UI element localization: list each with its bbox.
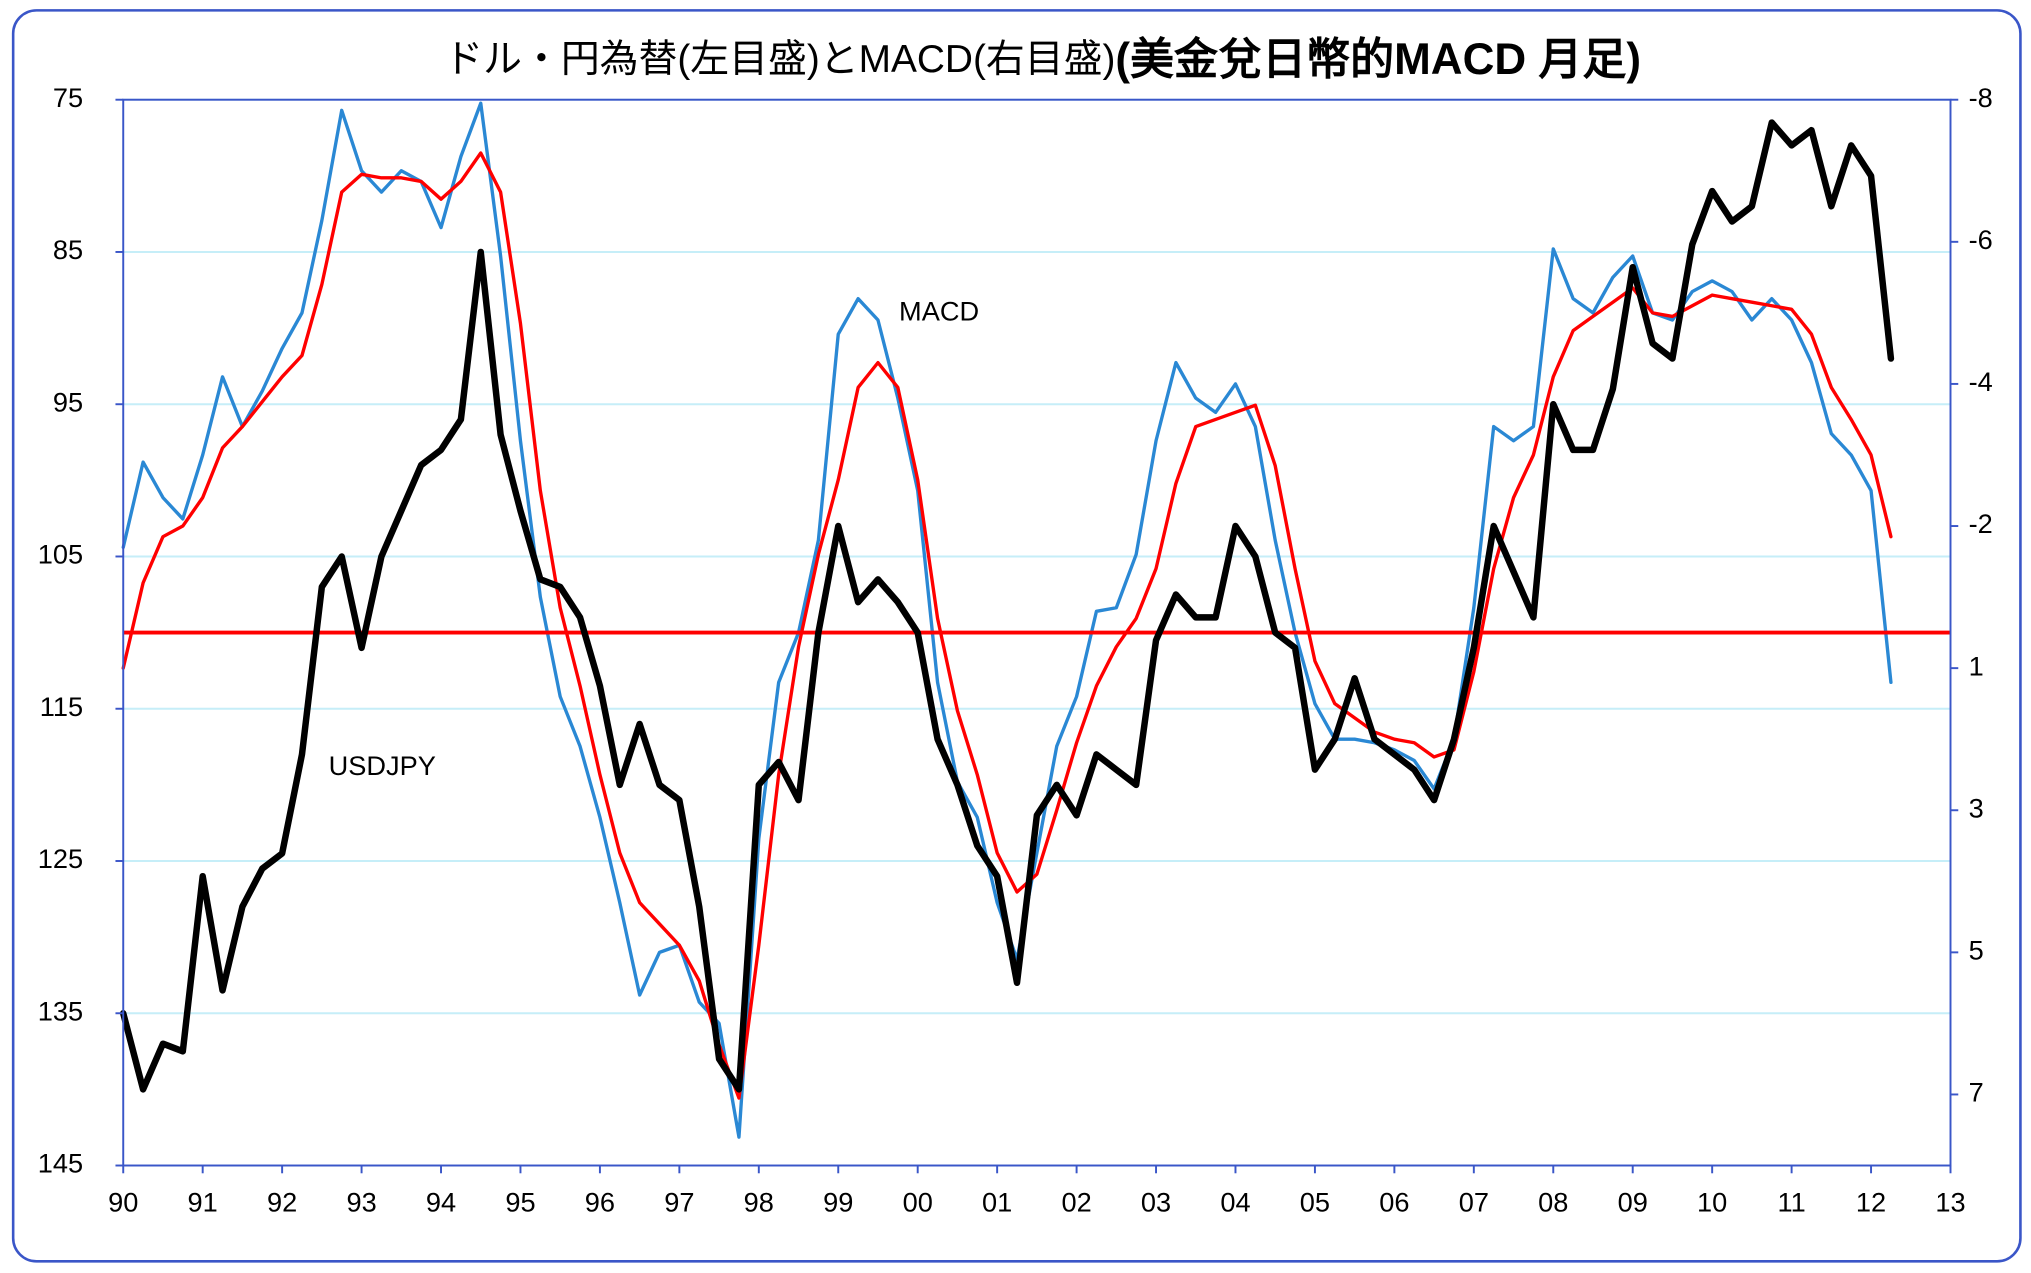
x-tick-label: 00: [903, 1187, 933, 1218]
x-tick-label: 05: [1300, 1187, 1330, 1218]
x-tick-label: 09: [1618, 1187, 1648, 1218]
x-tick-label: 98: [744, 1187, 774, 1218]
x-tick-label: 08: [1538, 1187, 1568, 1218]
y-tick-label: 75: [53, 82, 83, 113]
subtitle: (美金兌日幣的MACD 月足): [1115, 35, 1641, 84]
x-tick-label: 10: [1697, 1187, 1727, 1218]
y-series: [119, 119, 1895, 1093]
annotation: USDJPY: [329, 750, 436, 781]
x-tick-label: 07: [1459, 1187, 1489, 1218]
series-line: [121, 151, 1893, 1100]
y-tick-label: 105: [38, 539, 83, 570]
y2-tick-label: -4: [1969, 366, 1993, 397]
y-tick-label: 145: [38, 1148, 83, 1179]
x-tick-label: 06: [1379, 1187, 1409, 1218]
y2-tick-label: 5: [1969, 935, 1984, 966]
x-tick-label: 94: [426, 1187, 456, 1218]
x-tick-label: 96: [585, 1187, 615, 1218]
y2-tick-label: 3: [1969, 792, 1984, 823]
x-tick-label: 11: [1777, 1187, 1805, 1218]
y2-tick-label: 7: [1969, 1077, 1984, 1108]
x-tick-label: 13: [1935, 1187, 1965, 1218]
x-tick-label: 91: [188, 1187, 218, 1218]
y-tick-label: 125: [38, 843, 83, 874]
x-tick-label: 01: [982, 1187, 1012, 1218]
y-tick-label: 85: [53, 234, 83, 265]
x-tick-label: 95: [505, 1187, 535, 1218]
x-tick-label: 97: [664, 1187, 694, 1218]
y2-tick-label: -2: [1969, 508, 1993, 539]
chart-title: ドル・円為替(左目盛)とMACD(右目盛)(美金兌日幣的MACD 月足): [444, 35, 1641, 84]
x-tick-label: 93: [346, 1187, 376, 1218]
x-tick-label: 99: [823, 1187, 853, 1218]
plot-border: [122, 98, 1952, 1167]
x-tick-label: 90: [108, 1187, 138, 1218]
y2-tick-label: -6: [1969, 224, 1993, 255]
annotation: MACD: [899, 296, 979, 327]
y-tick-label: 115: [40, 691, 83, 722]
title: ドル・円為替(左目盛)とMACD(右目盛): [444, 38, 1115, 81]
x-tick-label: 02: [1061, 1187, 1091, 1218]
x-tick-label: 04: [1220, 1187, 1250, 1218]
frame: [11, 9, 2022, 1263]
y-tick-label: 95: [53, 386, 83, 417]
y2-tick-label: 1: [1969, 650, 1984, 681]
y2-tick-label: -8: [1969, 82, 1993, 113]
y-tick-label: 135: [38, 995, 83, 1026]
series-line: [119, 119, 1895, 1093]
x-tick-label: 92: [267, 1187, 297, 1218]
x-tick-label: 12: [1856, 1187, 1886, 1218]
x-tick-label: 03: [1141, 1187, 1171, 1218]
